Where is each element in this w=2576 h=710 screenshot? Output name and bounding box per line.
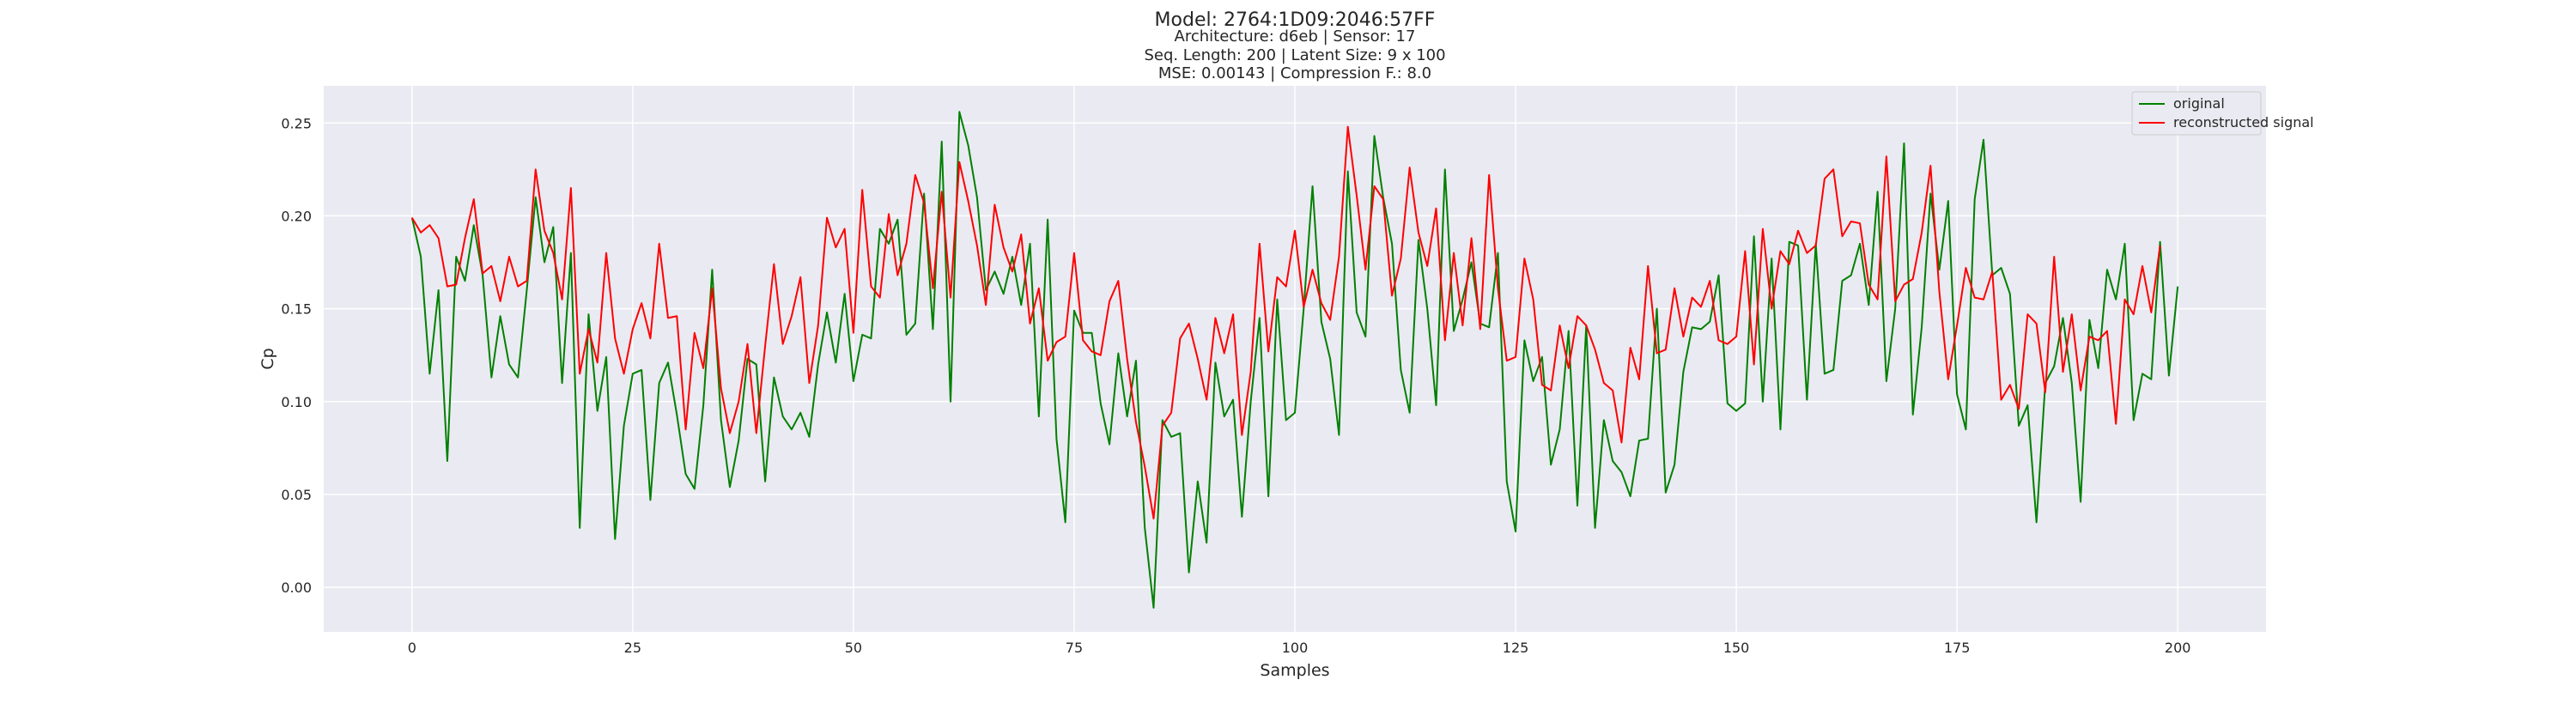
- x-tick-label: 75: [1066, 640, 1083, 656]
- y-tick-label: 0.10: [281, 394, 312, 410]
- y-tick-label: 0.05: [281, 487, 312, 503]
- legend: original reconstructed signal: [2131, 91, 2314, 136]
- x-axis-ticks: 0 25 50 75 100 125 150 175 200: [408, 640, 2191, 656]
- legend-reconstructed-label: reconstructed signal: [2173, 114, 2314, 130]
- series-lines: [410, 111, 2179, 609]
- legend-original-label: original: [2173, 95, 2225, 112]
- x-tick-label: 150: [1723, 640, 1750, 656]
- y-tick-label: 0.00: [281, 580, 312, 596]
- y-tick-label: 0.15: [281, 301, 312, 318]
- chart-subtitle-line-3: MSE: 0.00143 | Compression F.: 8.0: [1158, 64, 1431, 82]
- y-axis-ticks: 0.00 0.05 0.10 0.15 0.20 0.25: [281, 115, 312, 596]
- legend-box: [2131, 91, 2262, 136]
- chart-title: Model: 2764:1D09:2046:57FF: [1155, 9, 1436, 31]
- y-axis-label: Cp: [258, 348, 277, 369]
- y-tick-label: 0.20: [281, 208, 312, 224]
- series-line-original: [410, 111, 2179, 609]
- x-tick-label: 100: [1282, 640, 1309, 656]
- y-tick-label: 0.25: [281, 115, 312, 131]
- x-tick-label: 0: [408, 640, 416, 656]
- x-tick-label: 175: [1944, 640, 1971, 656]
- x-axis-label: Samples: [1260, 661, 1329, 680]
- chart-subtitle-line-1: Architecture: d6eb | Sensor: 17: [1175, 27, 1416, 46]
- series-line-reconstructed-signal: [410, 125, 2161, 520]
- chart-subtitle-line-2: Seq. Length: 200 | Latent Size: 9 x 100: [1144, 46, 1445, 64]
- x-tick-label: 200: [2165, 640, 2191, 656]
- x-tick-label: 125: [1503, 640, 1529, 656]
- x-tick-label: 50: [845, 640, 862, 656]
- x-tick-label: 25: [624, 640, 641, 656]
- grid-lines: [324, 86, 2266, 632]
